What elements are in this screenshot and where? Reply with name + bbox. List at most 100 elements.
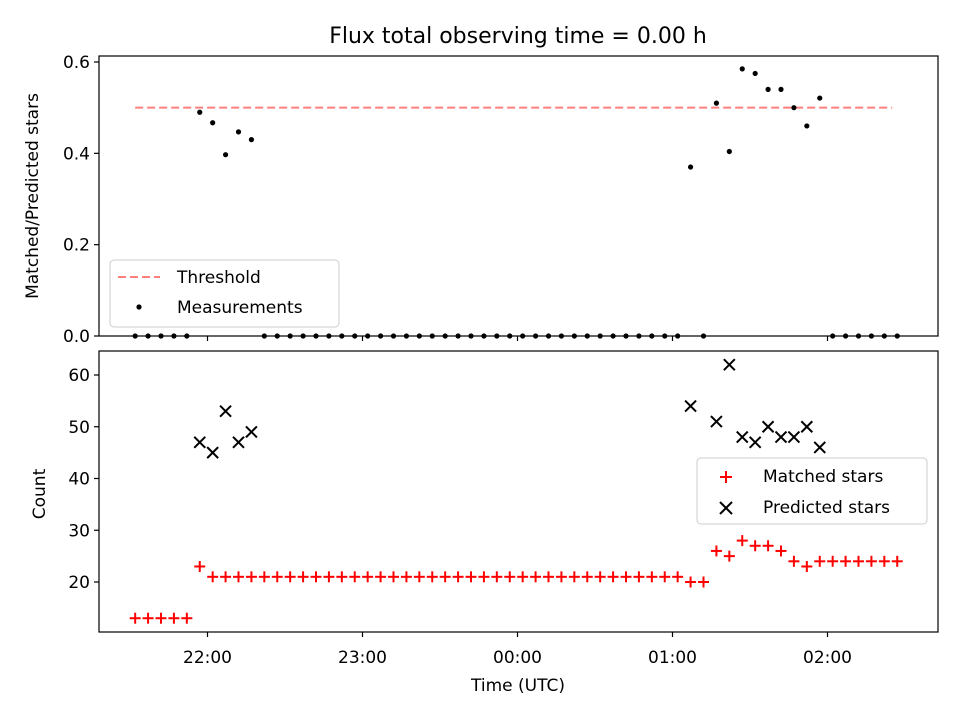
- matched-star-point: [207, 571, 219, 583]
- matched-star-point: [271, 571, 283, 583]
- measurement-point: [222, 152, 229, 158]
- predicted-star-point: [800, 420, 814, 433]
- matched-star-point: [607, 571, 619, 583]
- measurement-point: [752, 70, 758, 77]
- matched-star-point: [194, 560, 206, 572]
- bottom-y-tick-label: 40: [68, 470, 90, 490]
- top-x-ticks: [206, 336, 829, 341]
- bottom-y-tick-label: 30: [68, 521, 90, 541]
- matched-star-point: [142, 612, 154, 624]
- matched-star-point: [426, 571, 438, 583]
- matched-star-point: [297, 571, 309, 583]
- predicted-star-point: [232, 436, 245, 449]
- matched-star-point: [310, 571, 322, 583]
- measurement-point: [804, 123, 810, 129]
- legend-matched-swatch: [720, 471, 732, 483]
- top-y-tick-label: 0.6: [63, 53, 90, 73]
- matched-star-point: [762, 540, 774, 552]
- top-y-tick-label: 0.4: [63, 144, 90, 164]
- bottom-y-axis-label: Count: [30, 468, 50, 519]
- matched-star-point: [568, 571, 580, 583]
- measurement-point: [713, 100, 720, 106]
- predicted-star-point: [219, 405, 232, 418]
- matched-star-point: [375, 571, 387, 583]
- matched-star-point: [362, 571, 374, 583]
- matched-star-point: [388, 571, 399, 583]
- bottom-y-tick-label: 20: [68, 573, 90, 593]
- matched-star-point: [181, 612, 193, 624]
- predicted-star-point: [787, 430, 801, 444]
- chart-title: Flux total observing time = 0.00 h: [329, 24, 707, 49]
- matched-star-point: [891, 555, 903, 567]
- predicted-star-point: [684, 399, 697, 413]
- matched-star-point: [775, 545, 787, 557]
- measurement-point: [739, 66, 745, 72]
- top-panel: 0.0 0.2 0.4 0.6 Matched/Predicted stars Thr…: [23, 53, 939, 347]
- matched-star-point: [814, 555, 826, 567]
- matched-star-point: [659, 571, 671, 583]
- measurement-point: [210, 120, 216, 126]
- matched-star-point: [543, 571, 554, 583]
- matched-star-point: [336, 571, 348, 583]
- bottom-y-ticks: 20 30 40 50 60: [68, 366, 99, 593]
- predicted-star-point: [245, 425, 258, 439]
- predicted-star-point: [736, 430, 749, 444]
- predicted-star-point: [723, 358, 736, 371]
- top-y-ticks: 0.0 0.2 0.4 0.6: [63, 53, 99, 347]
- matched-star-point: [723, 550, 735, 562]
- predicted-star-point: [193, 436, 206, 449]
- matched-star-point: [646, 571, 658, 583]
- matched-star-point: [633, 571, 645, 583]
- matched-star-point: [710, 545, 722, 557]
- matched-star-point: [672, 571, 684, 583]
- top-y-tick-label: 0.2: [63, 236, 90, 256]
- measurement-point: [687, 164, 694, 170]
- legend-predicted-label: Predicted stars: [763, 498, 890, 518]
- matched-star-point: [258, 571, 270, 583]
- measurement-point: [197, 109, 203, 115]
- legend-predicted-swatch: [719, 501, 733, 515]
- bottom-legend: Matched stars Predicted stars: [696, 457, 928, 525]
- matched-star-point: [349, 571, 361, 583]
- bottom-panel: 20 30 40 50 60 22:00 23:00 00:00 01:00 02:00 Cou…: [30, 350, 939, 696]
- top-axes-frame: [98, 55, 939, 337]
- measurement-point: [778, 86, 784, 92]
- x-tick-label: 02:00: [803, 648, 852, 668]
- matched-star-point: [865, 555, 877, 567]
- top-y-tick-label: 0.0: [63, 327, 90, 347]
- predicted-star-point: [710, 415, 723, 428]
- matched-star-point: [413, 571, 425, 583]
- bottom-y-tick-label: 50: [68, 418, 90, 438]
- matched-star-point: [400, 571, 412, 583]
- matched-star-point: [698, 576, 709, 588]
- legend-measurements-swatch: [136, 304, 142, 310]
- predicted-star-point: [748, 436, 762, 449]
- bottom-plot-area: [129, 358, 903, 624]
- top-legend-box: [109, 259, 340, 328]
- top-legend: Threshold Measurements: [109, 259, 340, 328]
- matched-star-point: [530, 571, 542, 583]
- measurement-point: [726, 148, 732, 155]
- matched-star-point: [233, 571, 244, 583]
- matched-star-point: [685, 576, 697, 588]
- matched-star-point: [323, 571, 335, 583]
- x-tick-label: 01:00: [648, 648, 697, 668]
- matched-star-point: [439, 571, 451, 583]
- predicted-star-point: [206, 446, 219, 459]
- matched-star-point: [155, 612, 167, 624]
- x-axis-label: Time (UTC): [470, 676, 565, 696]
- bottom-legend-box: [696, 457, 928, 525]
- matched-star-point: [452, 571, 464, 583]
- matched-star-point: [220, 571, 232, 583]
- matched-star-point: [555, 571, 567, 583]
- measurement-point: [791, 105, 797, 111]
- matched-star-point: [594, 571, 606, 583]
- matched-star-point: [129, 612, 141, 624]
- predicted-star-point: [813, 441, 826, 454]
- x-tick-label: 00:00: [493, 648, 542, 668]
- predicted-star-point: [774, 430, 788, 444]
- matched-star-point: [465, 571, 477, 583]
- bottom-axes-frame: [98, 350, 939, 633]
